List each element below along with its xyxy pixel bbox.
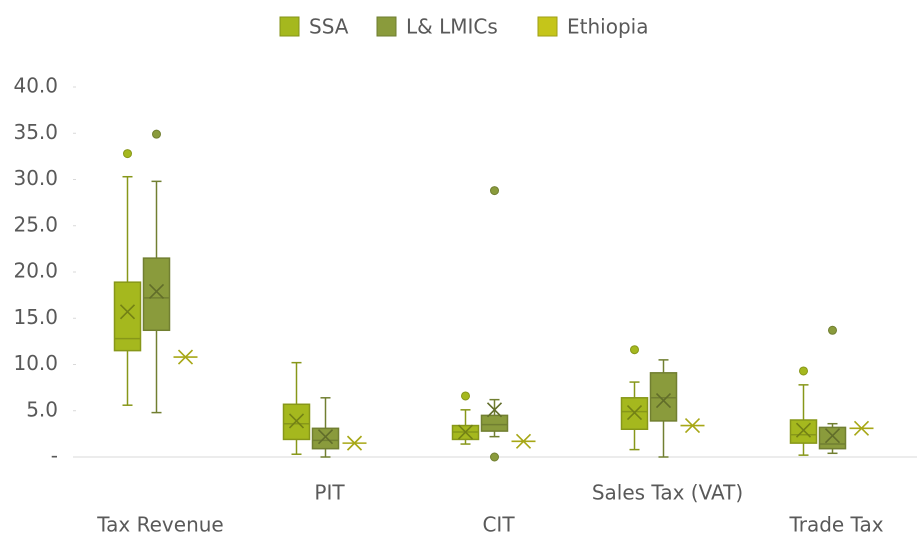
mean-marker: [795, 422, 812, 438]
mean-marker: [288, 413, 305, 429]
outlier: [461, 391, 470, 401]
x-tick-label: PIT: [314, 481, 345, 505]
x-tick-label: CIT: [482, 513, 515, 537]
outlier: [123, 149, 132, 159]
outlier: [152, 129, 161, 139]
mean-marker: [486, 402, 503, 418]
x-tick-label: Trade Tax: [788, 513, 883, 537]
mean-marker: [457, 424, 474, 440]
legend-label: Ethiopia: [567, 15, 648, 39]
y-tick-label: 25.0: [13, 212, 58, 236]
mean-marker: [626, 405, 643, 421]
legend-label: SSA: [309, 15, 349, 39]
legend-swatch: [376, 16, 397, 37]
y-tick-label: 15.0: [13, 305, 58, 329]
y-tick-label: 20.0: [13, 259, 58, 283]
outlier: [490, 186, 499, 196]
outlier: [828, 325, 837, 335]
y-tick-label: 5.0: [26, 397, 58, 421]
box: [142, 257, 171, 332]
box: [311, 427, 340, 450]
box: [113, 281, 142, 352]
box: [649, 372, 678, 422]
box: [818, 426, 847, 450]
outlier: [799, 366, 808, 376]
legend-label: L& LMICs: [406, 15, 498, 39]
box: [789, 419, 818, 444]
y-tick-label: 35.0: [13, 120, 58, 144]
mean-marker: [119, 304, 136, 320]
mean-marker: [824, 428, 841, 444]
legend-swatch: [537, 16, 558, 37]
y-tick-label: -: [51, 444, 58, 468]
outlier: [490, 452, 499, 462]
x-tick-label: Sales Tax (VAT): [592, 481, 743, 505]
box: [282, 403, 311, 441]
mean-marker: [655, 393, 672, 409]
y-tick-label: 40.0: [13, 74, 58, 98]
y-tick-label: 10.0: [13, 351, 58, 375]
legend-swatch: [279, 16, 300, 37]
mean-marker: [317, 429, 334, 445]
y-tick-label: 30.0: [13, 166, 58, 190]
outlier: [630, 345, 639, 355]
x-tick-label: Tax Revenue: [96, 513, 223, 537]
box: [480, 414, 509, 432]
mean-marker: [148, 283, 165, 299]
